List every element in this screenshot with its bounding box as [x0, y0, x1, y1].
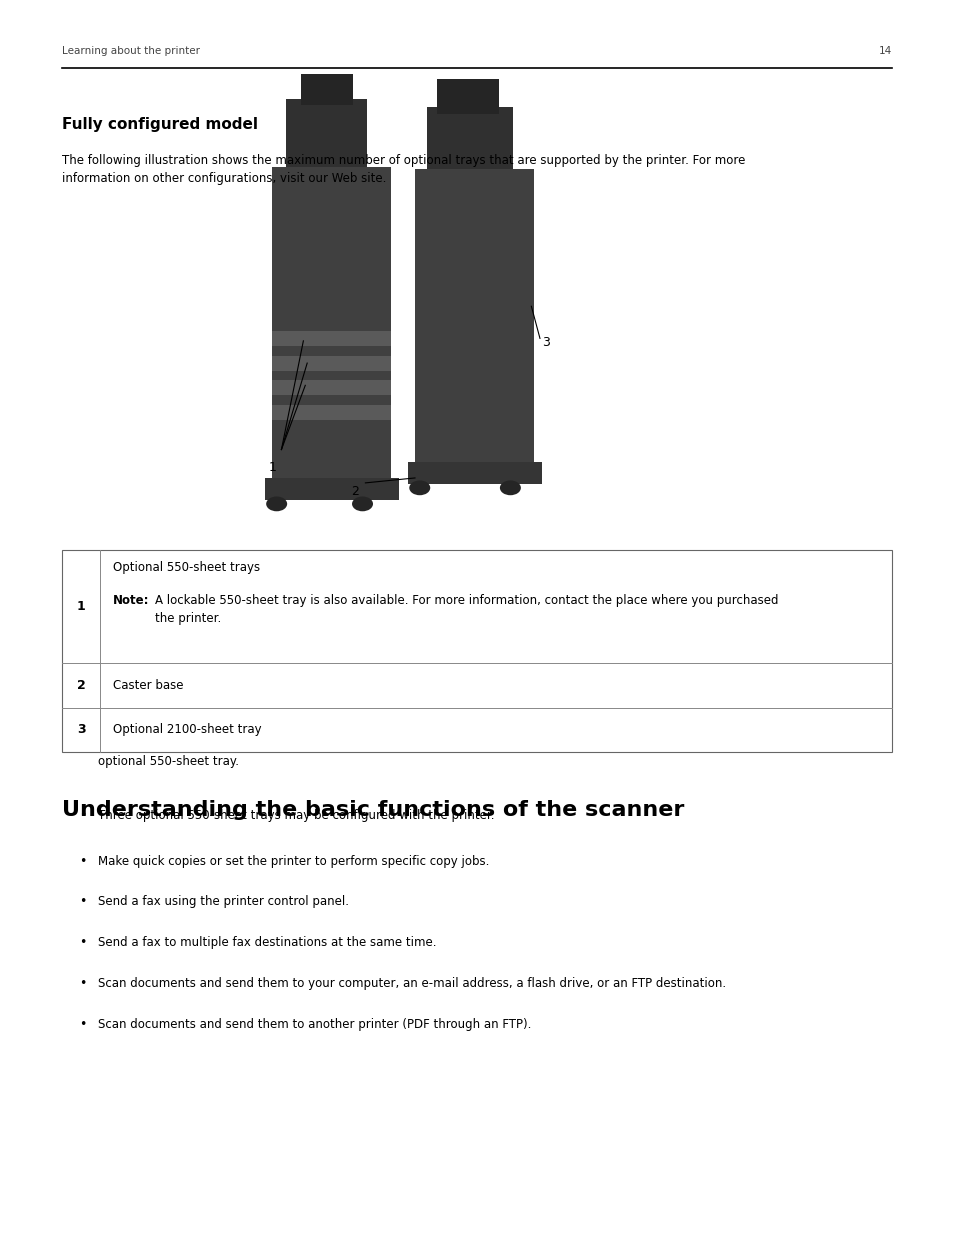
- Text: 1: 1: [269, 461, 276, 474]
- Text: Optional 550-sheet trays: Optional 550-sheet trays: [112, 561, 259, 574]
- Text: 14: 14: [878, 46, 891, 56]
- Bar: [272, 331, 391, 346]
- Ellipse shape: [266, 496, 287, 511]
- Text: Scan documents and send them to another printer (PDF through an FTP).: Scan documents and send them to another …: [98, 1018, 531, 1031]
- Text: •: •: [79, 936, 87, 950]
- Text: When using optional trays:: When using optional trays:: [62, 669, 221, 683]
- Bar: [300, 74, 353, 105]
- Text: Send a fax to multiple fax destinations at the same time.: Send a fax to multiple fax destinations …: [98, 936, 436, 950]
- Text: 2: 2: [351, 485, 358, 499]
- Bar: [272, 356, 391, 370]
- Bar: [415, 169, 534, 472]
- Bar: [436, 79, 498, 114]
- Text: Learning about the printer: Learning about the printer: [62, 46, 200, 56]
- Bar: [427, 107, 513, 169]
- Text: Make quick copies or set the printer to perform specific copy jobs.: Make quick copies or set the printer to …: [98, 855, 489, 868]
- Text: •: •: [79, 737, 87, 751]
- Text: •: •: [79, 855, 87, 868]
- Text: •: •: [79, 697, 87, 710]
- Text: Caster base: Caster base: [112, 679, 183, 692]
- Text: 3: 3: [76, 724, 86, 736]
- Text: Note:: Note:: [112, 594, 149, 608]
- Bar: [272, 380, 391, 395]
- Text: •: •: [79, 1018, 87, 1031]
- Text: Three optional 550-sheet trays may be configured with the printer.: Three optional 550-sheet trays may be co…: [98, 809, 495, 823]
- Ellipse shape: [409, 480, 430, 495]
- Ellipse shape: [352, 496, 373, 511]
- Text: •: •: [79, 809, 87, 823]
- Text: 3: 3: [541, 336, 549, 350]
- Text: Understanding the basic functions of the scanner: Understanding the basic functions of the…: [62, 800, 683, 820]
- Text: Scan documents and send them to your computer, an e-mail address, a flash drive,: Scan documents and send them to your com…: [98, 977, 725, 990]
- Bar: [265, 478, 398, 500]
- Text: 2: 2: [76, 679, 86, 692]
- Text: •: •: [79, 977, 87, 990]
- Text: •: •: [79, 895, 87, 909]
- Text: Always use a caster base when the printer is configured with an optional 2100-sh: Always use a caster base when the printe…: [98, 697, 630, 710]
- Ellipse shape: [499, 480, 520, 495]
- Text: Optional 2100-sheet tray: Optional 2100-sheet tray: [112, 724, 261, 736]
- Bar: [272, 167, 391, 488]
- Text: Send a fax using the printer control panel.: Send a fax using the printer control pan…: [98, 895, 349, 909]
- Bar: [272, 405, 391, 420]
- Bar: [62, 550, 891, 752]
- Text: Fully configured model: Fully configured model: [62, 117, 257, 132]
- Bar: [408, 462, 541, 484]
- Text: The optional 2100-sheet tray must always be at the bottom of a configuration and: The optional 2100-sheet tray must always…: [98, 737, 759, 768]
- Text: The following illustration shows the maximum number of optional trays that are s: The following illustration shows the max…: [62, 154, 744, 185]
- Text: A lockable 550-sheet tray is also available. For more information, contact the p: A lockable 550-sheet tray is also availa…: [154, 594, 778, 625]
- Bar: [286, 99, 367, 167]
- Text: 1: 1: [76, 600, 86, 613]
